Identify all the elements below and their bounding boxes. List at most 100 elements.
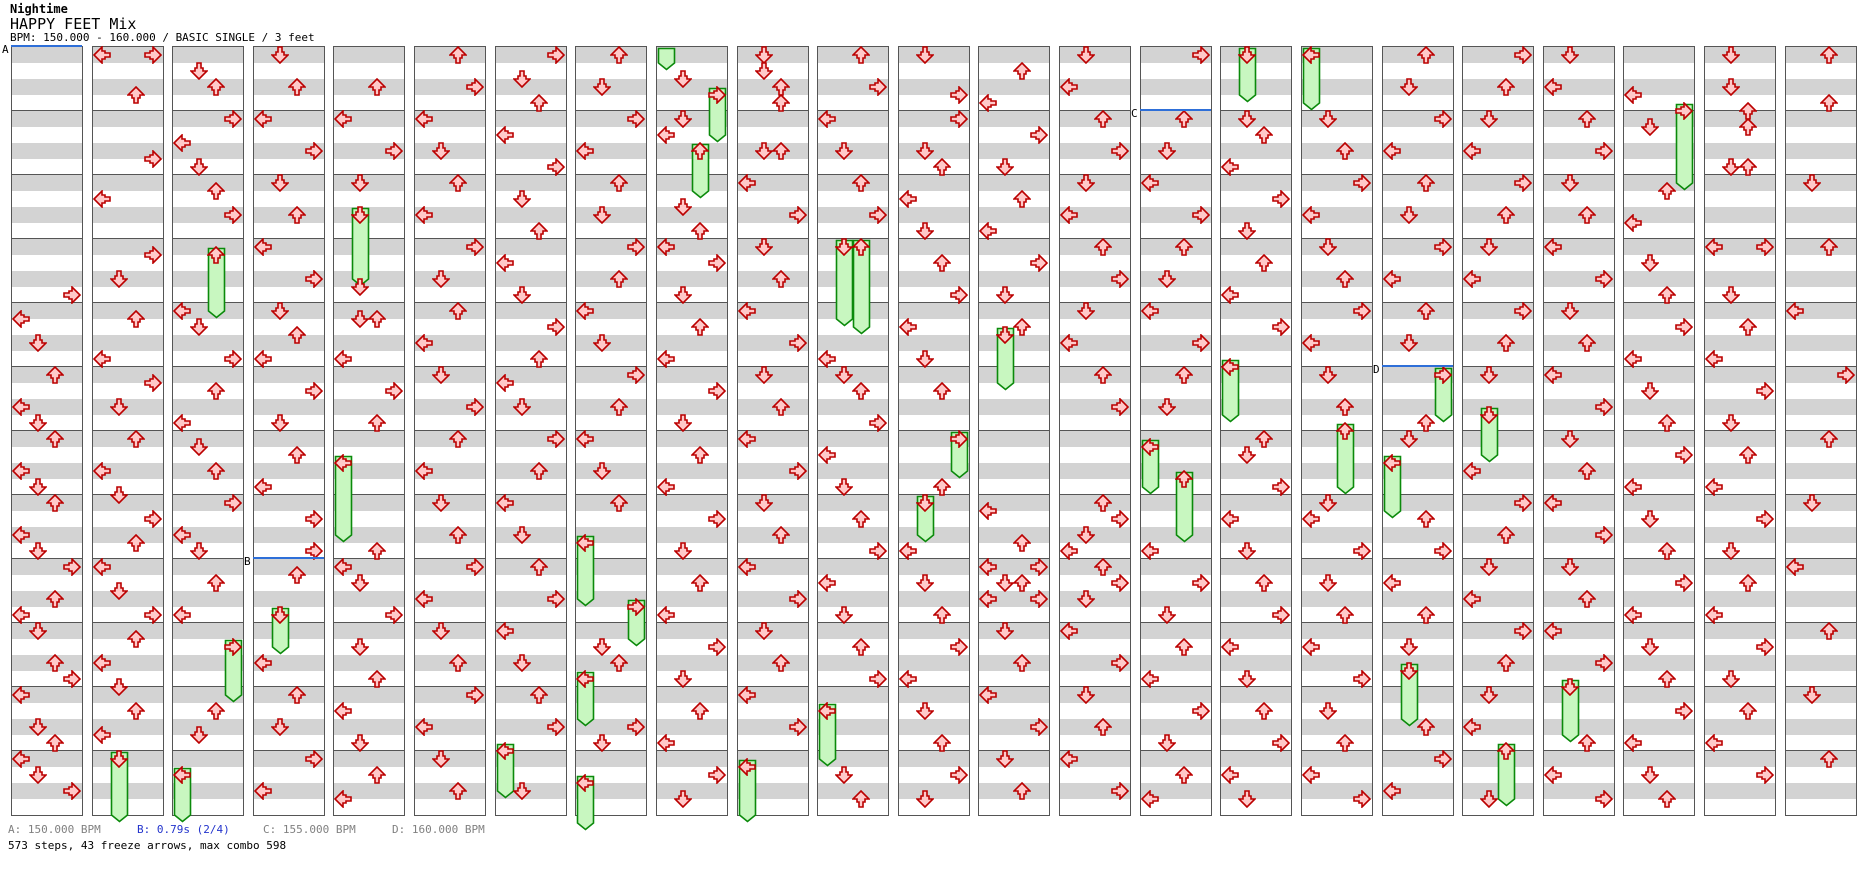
- arrow-right-icon: [144, 245, 163, 265]
- arrow-up-icon: [1093, 557, 1113, 576]
- arrow-down-icon: [1076, 590, 1096, 609]
- arrow-left-icon: [1785, 557, 1804, 577]
- arrow-down-icon: [270, 718, 290, 737]
- measure-line: [979, 686, 1049, 687]
- measure-line: [1060, 750, 1130, 751]
- measure-line: [173, 750, 243, 751]
- arrow-right-icon: [789, 333, 808, 353]
- bpm-marker-label-c: C: [1131, 107, 1138, 120]
- measure-line: [415, 366, 485, 367]
- arrow-right-icon: [627, 365, 646, 385]
- arrow-left-icon: [978, 501, 997, 521]
- chart-column: [737, 46, 809, 823]
- freeze-arrow-up-icon: [1174, 469, 1194, 488]
- arrow-up-icon: [1577, 109, 1597, 128]
- arrow-left-icon: [978, 589, 997, 609]
- arrow-right-icon: [950, 85, 969, 105]
- measure-line: [496, 750, 566, 751]
- arrow-up-icon: [287, 565, 307, 584]
- measure-line: [415, 494, 485, 495]
- freeze-arrow-right-icon: [708, 85, 727, 105]
- arrow-down-icon: [270, 414, 290, 433]
- arrow-up-icon: [1819, 45, 1839, 64]
- freeze-bar: [691, 143, 710, 203]
- measure-line: [1463, 302, 1533, 303]
- arrow-down-icon: [1721, 46, 1741, 65]
- measure-line: [899, 366, 969, 367]
- measure-line: [1705, 174, 1775, 175]
- arrow-right-icon: [1595, 269, 1614, 289]
- arrow-down-icon: [995, 750, 1015, 769]
- measure-line: [1624, 558, 1694, 559]
- measure-line: [1705, 622, 1775, 623]
- measure-line: [1060, 110, 1130, 111]
- arrow-up-icon: [609, 173, 629, 192]
- measure-line: [1624, 110, 1694, 111]
- arrow-up-icon: [932, 733, 952, 752]
- arrow-down-icon: [754, 494, 774, 513]
- arrow-down-icon: [592, 78, 612, 97]
- measure-line: [738, 430, 808, 431]
- measure-line: [496, 366, 566, 367]
- measure-line: [1302, 238, 1372, 239]
- freeze-bar: [852, 239, 871, 339]
- arrow-down-icon: [1721, 542, 1741, 561]
- measure-line: [738, 622, 808, 623]
- arrow-up-icon: [367, 541, 387, 560]
- arrow-up-icon: [1335, 141, 1355, 160]
- arrow-right-icon: [224, 493, 243, 513]
- arrow-left-icon: [656, 733, 675, 753]
- freeze-arrow-down-icon: [1479, 406, 1499, 425]
- arrow-up-icon: [45, 733, 65, 752]
- arrow-left-icon: [1785, 301, 1804, 321]
- arrow-left-icon: [575, 429, 594, 449]
- arrow-down-icon: [673, 70, 693, 89]
- arrow-left-icon: [1623, 213, 1642, 233]
- arrow-up-icon: [690, 445, 710, 464]
- arrow-down-icon: [915, 222, 935, 241]
- freeze-arrow-down-icon: [350, 206, 370, 225]
- arrow-up-icon: [367, 413, 387, 432]
- arrow-down-icon: [1237, 222, 1257, 241]
- measure-line: [415, 558, 485, 559]
- arrow-left-icon: [253, 477, 272, 497]
- freeze-arrow-up-icon: [851, 237, 871, 256]
- measure-line: [738, 302, 808, 303]
- measure-line: [899, 430, 969, 431]
- freeze-arrow-right-icon: [1675, 101, 1694, 121]
- arrow-left-icon: [656, 477, 675, 497]
- measure-line: [1463, 174, 1533, 175]
- arrow-up-icon: [690, 573, 710, 592]
- measure-line: [1786, 494, 1856, 495]
- arrow-down-icon: [592, 734, 612, 753]
- measure-line: [979, 430, 1049, 431]
- arrow-left-icon: [1220, 285, 1239, 305]
- measure-line: [1383, 302, 1453, 303]
- arrow-right-icon: [547, 589, 566, 609]
- measure-line: [899, 174, 969, 175]
- arrow-down-icon: [1479, 790, 1499, 809]
- measure-line: [12, 174, 82, 175]
- arrow-down-icon: [28, 718, 48, 737]
- bpm-difficulty-info: BPM: 150.000 - 160.000 / BASIC SINGLE / …: [10, 31, 315, 44]
- measure-line: [1786, 750, 1856, 751]
- arrow-left-icon: [898, 189, 917, 209]
- arrow-up-icon: [529, 557, 549, 576]
- chart-column: [898, 46, 970, 816]
- measure-line: [818, 430, 888, 431]
- arrow-left-icon: [1059, 749, 1078, 769]
- arrow-right-icon: [144, 509, 163, 529]
- measure-line: [1060, 686, 1130, 687]
- arrow-right-icon: [708, 637, 727, 657]
- arrow-left-icon: [1543, 493, 1562, 513]
- arrow-up-icon: [126, 629, 146, 648]
- measure-line: [93, 686, 163, 687]
- arrow-right-icon: [1434, 749, 1453, 769]
- arrow-right-icon: [1434, 541, 1453, 561]
- measure-line: [1060, 430, 1130, 431]
- arrow-left-icon: [333, 109, 352, 129]
- arrow-down-icon: [350, 278, 370, 297]
- measure-line: [415, 430, 485, 431]
- measure-line: [496, 174, 566, 175]
- measure-line: [738, 558, 808, 559]
